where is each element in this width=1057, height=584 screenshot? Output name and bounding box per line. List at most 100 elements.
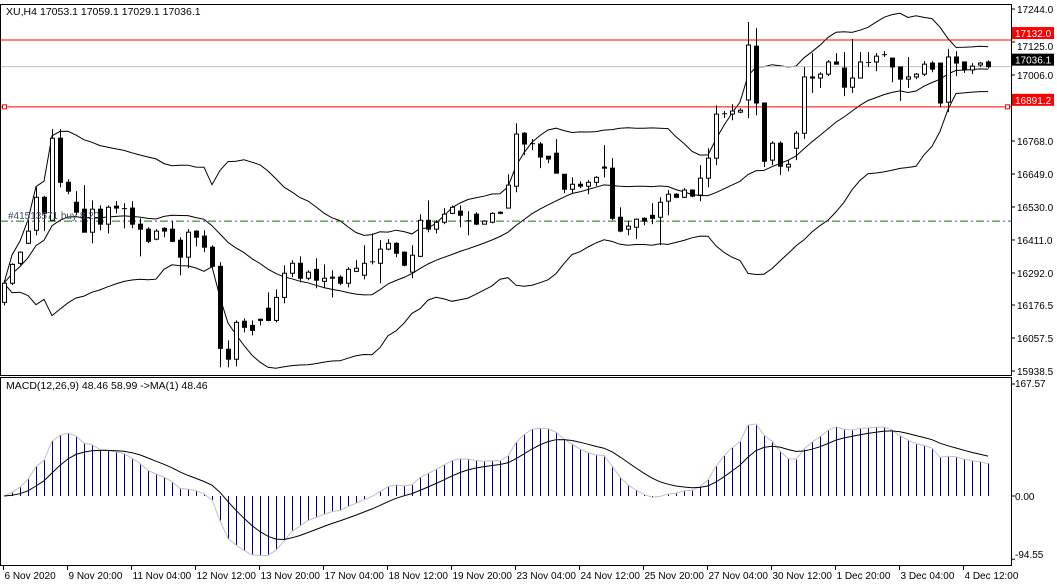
candle	[290, 260, 295, 278]
price-tick-label: 16530.0	[1017, 203, 1054, 214]
candle-body	[418, 219, 423, 257]
candle	[42, 195, 47, 232]
candle	[546, 155, 551, 164]
candle	[818, 72, 823, 89]
price-tick-label: 17244.0	[1017, 5, 1054, 16]
candle-body	[818, 73, 823, 79]
price-tick-label: 16411.0	[1017, 236, 1053, 247]
time-tick-label: 1 Dec 20:00	[837, 571, 891, 582]
candle	[562, 173, 567, 194]
candle	[58, 129, 63, 188]
candle-body	[290, 262, 295, 274]
candle-body	[274, 296, 279, 321]
macd-tick-label: 0.00	[1015, 492, 1035, 503]
candle	[122, 203, 127, 229]
candle-body	[66, 181, 71, 192]
candle-body	[842, 67, 847, 88]
candle	[138, 218, 143, 257]
candle	[338, 275, 343, 286]
candle-body	[754, 45, 759, 104]
candle-body	[242, 320, 247, 328]
candle-body	[570, 183, 575, 190]
main-chart-frame	[0, 4, 1012, 376]
candle-body	[650, 214, 655, 219]
candle-body	[258, 318, 263, 321]
candle	[18, 251, 23, 266]
candle-body	[74, 201, 79, 213]
price-axis[interactable]: 17244.0 17125.0 17006.0 16768.0 16649.0 16530…	[1011, 5, 1054, 378]
candle	[90, 200, 95, 244]
candle	[722, 111, 727, 118]
candle	[778, 141, 783, 176]
macd-axis: 167.57 0.00 -94.55	[1011, 379, 1046, 561]
candle-body	[90, 208, 95, 233]
candle	[658, 197, 663, 246]
candle-body	[578, 183, 583, 187]
candle-body	[730, 110, 735, 115]
candle-body	[954, 56, 959, 64]
candle-body	[562, 173, 567, 190]
candle-body	[802, 76, 807, 134]
candle-body	[346, 268, 351, 284]
candle-body	[594, 176, 599, 183]
time-axis[interactable]: 6 Nov 2020 9 Nov 20:00 11 Nov 04:00 12 Nov …	[3, 566, 1019, 582]
candle-body	[554, 152, 559, 174]
candle-body	[298, 262, 303, 279]
candle	[394, 242, 399, 258]
candle	[354, 260, 359, 273]
candle-body	[506, 184, 511, 209]
candle-body	[778, 142, 783, 167]
time-tick-label: 13 Nov 20:00	[261, 571, 321, 582]
candle-body	[946, 56, 951, 103]
candle	[794, 131, 799, 161]
price-tick-label: 16057.5	[1017, 334, 1054, 345]
candle-body	[642, 217, 647, 222]
candle-body	[170, 228, 175, 242]
candle	[538, 142, 543, 169]
candle	[330, 270, 335, 298]
candle	[10, 263, 15, 286]
candle-body	[42, 196, 47, 214]
candle	[226, 340, 231, 368]
support-price-label-text: 16891.2	[1015, 96, 1052, 107]
candle	[98, 205, 103, 231]
macd-panel-frame	[0, 377, 1012, 566]
time-tick-label: 4 Dec 12:00	[965, 571, 1019, 582]
candle-body	[450, 206, 455, 214]
candle	[498, 211, 503, 215]
bollinger-upper-band	[3, 12, 989, 284]
time-tick-label: 23 Nov 04:00	[517, 571, 577, 582]
price-tick-label: 17006.0	[1017, 71, 1054, 82]
candle	[410, 245, 415, 279]
macd-tick-label: -94.55	[1015, 550, 1044, 561]
price-axis-labels: 17132.0 17036.1 16891.2	[1005, 27, 1054, 110]
candle-body	[490, 212, 495, 223]
resistance-price-label-text: 17132.0	[1015, 29, 1052, 40]
candle-body	[2, 282, 7, 303]
candle	[978, 61, 983, 67]
candle	[322, 264, 327, 289]
candle-body	[826, 61, 831, 75]
candle	[642, 217, 647, 226]
bid-price-label-bg	[1012, 53, 1054, 66]
candle	[570, 177, 575, 194]
macd-main-line	[3, 423, 989, 557]
candle	[210, 245, 215, 269]
candle	[962, 61, 967, 74]
candles	[2, 22, 991, 368]
candle-body	[146, 228, 151, 242]
candle-body	[618, 216, 623, 232]
candle	[674, 193, 679, 199]
candle	[698, 165, 703, 202]
candle-body	[474, 213, 479, 225]
candle	[522, 132, 527, 156]
candle-body	[322, 277, 327, 282]
resistance-price-label: 17132.0	[1012, 27, 1054, 40]
time-tick-label: 27 Nov 04:00	[709, 571, 769, 582]
candle-body	[58, 137, 63, 183]
time-tick-label: 11 Nov 04:00	[133, 571, 192, 582]
candle	[610, 158, 615, 221]
candle-body	[482, 220, 487, 225]
candle	[418, 214, 423, 258]
